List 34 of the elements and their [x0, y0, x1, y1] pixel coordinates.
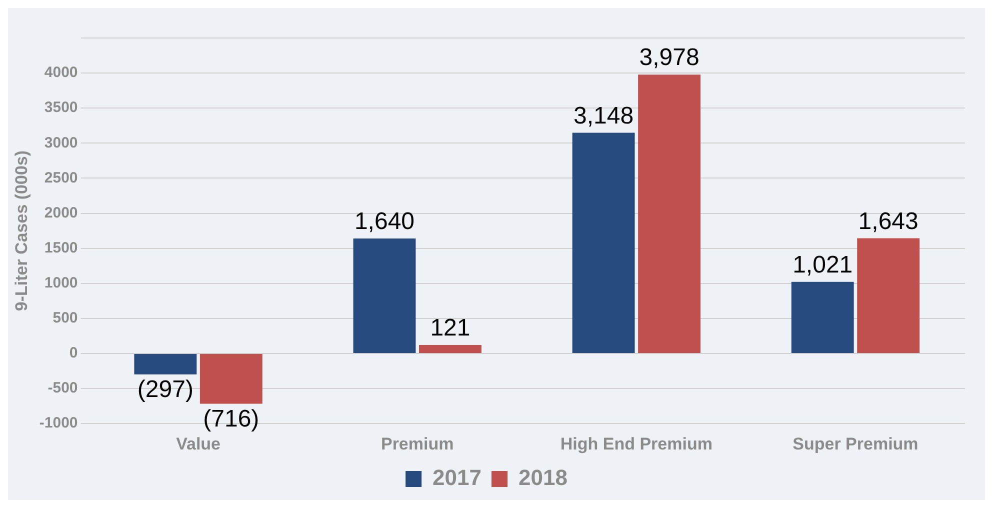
legend-label: 2018 [518, 465, 568, 490]
y-tick-label: 1500 [44, 239, 78, 256]
bar [638, 74, 700, 353]
x-tick-label: Super Premium [792, 434, 918, 454]
y-tick-label: 4000 [44, 64, 78, 82]
bar [572, 132, 635, 353]
y-axis-title: 9-Liter Cases (000s) [12, 150, 31, 312]
y-tick-label: 0 [69, 344, 78, 362]
data-label: 1,021 [792, 252, 853, 279]
bar [857, 238, 920, 353]
bar [791, 282, 854, 353]
bar [353, 238, 416, 353]
y-tick-label: 2000 [44, 204, 78, 222]
data-label: 3,978 [639, 44, 700, 72]
bar [200, 354, 262, 404]
bar [134, 354, 197, 374]
y-tick-label: -1000 [39, 414, 78, 432]
data-label: (716) [203, 405, 260, 432]
x-tick-label: High End Premium [560, 434, 712, 454]
x-tick-label: Value [176, 434, 221, 454]
data-label: (297) [137, 376, 194, 403]
legend-label: 2017 [432, 465, 482, 490]
y-tick-label: 3000 [44, 134, 78, 152]
data-label: 121 [430, 314, 470, 342]
data-label: 1,643 [858, 208, 918, 235]
x-tick-label: Premium [380, 434, 454, 454]
y-tick-label: 1000 [44, 274, 78, 292]
y-tick-label: 3500 [44, 99, 78, 116]
bar [418, 345, 482, 353]
y-tick-label: 2500 [44, 169, 78, 186]
y-tick-label: 500 [52, 310, 78, 327]
y-tick-label: -500 [48, 380, 78, 397]
data-label: 1,640 [354, 208, 415, 236]
data-label: 3,148 [574, 102, 634, 130]
